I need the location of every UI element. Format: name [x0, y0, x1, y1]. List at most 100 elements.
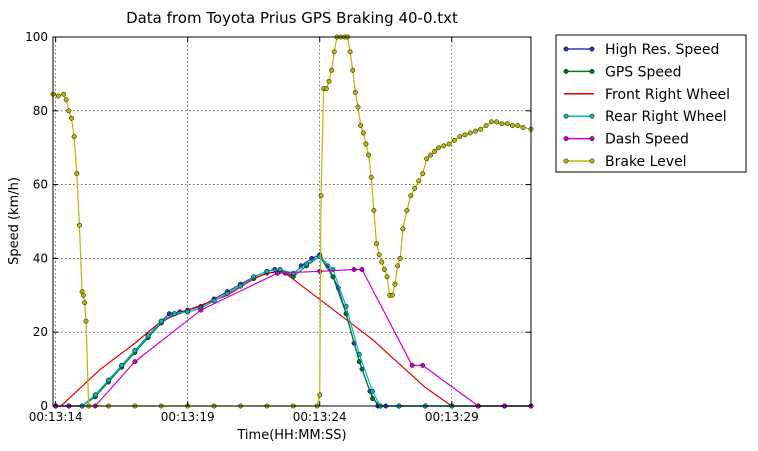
data-point-rear-right-wheel — [224, 291, 230, 296]
data-point-brake-level — [478, 126, 484, 132]
data-point-rear-right-wheel — [264, 268, 270, 274]
data-point-brake-level — [467, 130, 473, 136]
data-point-rear-right-wheel — [92, 392, 98, 398]
data-point-brake-level — [381, 267, 387, 272]
legend-swatch-marker — [563, 68, 569, 74]
data-point-brake-level — [446, 141, 452, 147]
legend-swatch-marker — [589, 68, 595, 74]
x-tick-label: 00:13:24 — [293, 410, 347, 424]
data-point-rear-right-wheel — [172, 311, 177, 317]
data-point-brake-level — [69, 115, 74, 121]
plot-border — [52, 36, 532, 407]
data-point-brake-level — [55, 93, 61, 99]
data-point-brake-level — [371, 207, 377, 213]
data-point-brake-level — [424, 156, 430, 162]
data-point-brake-level — [494, 119, 500, 125]
data-point-brake-level — [436, 145, 442, 151]
data-point-brake-level — [82, 300, 88, 306]
data-point-brake-level — [483, 123, 489, 129]
data-point-brake-level — [355, 104, 361, 110]
data-point-brake-level — [366, 152, 372, 158]
data-point-brake-level — [318, 193, 324, 199]
y-tick-label: 0 — [40, 399, 48, 413]
data-point-rear-right-wheel — [145, 333, 151, 339]
data-point-brake-level — [510, 123, 515, 129]
data-point-gps-speed — [370, 396, 375, 402]
data-point-dash-speed — [420, 362, 426, 368]
data-point-brake-level — [416, 178, 422, 184]
legend-label: Front Right Wheel — [605, 87, 730, 103]
legend-swatch-marker — [589, 136, 595, 142]
data-point-rear-right-wheel — [158, 318, 164, 324]
data-point-brake-level — [392, 281, 398, 287]
legend-label: GPS Speed — [605, 64, 682, 80]
data-point-rear-right-wheel — [356, 351, 362, 357]
data-point-rear-right-wheel — [290, 270, 296, 276]
y-tick-label: 80 — [33, 104, 48, 118]
y-tick-label: 20 — [33, 325, 48, 339]
data-point-brake-level — [80, 292, 86, 298]
legend-label: Brake Level — [605, 154, 687, 170]
data-point-brake-level — [473, 128, 478, 134]
data-point-rear-right-wheel — [343, 303, 349, 309]
x-tick-label: 00:13:14 — [29, 410, 83, 424]
legend: High Res. Speed GPS Speed Front Right Whee… — [555, 34, 747, 173]
data-point-brake-level — [384, 274, 390, 280]
data-point-brake-level — [360, 130, 366, 136]
data-point-dash-speed — [132, 359, 138, 365]
data-point-brake-level — [432, 148, 438, 154]
data-point-rear-right-wheel — [132, 348, 138, 354]
data-point-brake-level — [83, 318, 89, 324]
data-point-brake-level — [395, 263, 401, 269]
legend-label: High Res. Speed — [605, 42, 719, 58]
series-line-dash-speed — [55, 268, 531, 407]
data-point-dash-speed — [198, 307, 204, 313]
legend-box — [555, 34, 747, 173]
y-tick-label: 40 — [33, 251, 48, 265]
data-point-brake-level — [504, 121, 510, 127]
data-point-rear-right-wheel — [304, 261, 309, 267]
data-point-dash-speed — [359, 267, 365, 272]
data-point-dash-speed — [275, 270, 280, 276]
legend-swatch-marker — [589, 158, 595, 164]
legend-swatch-marker — [563, 158, 569, 164]
legend-swatch-marker — [563, 113, 569, 119]
legend-label: Dash Speed — [605, 132, 689, 148]
data-point-brake-level — [389, 292, 395, 298]
y-axis-label: Speed (km/h) — [7, 177, 22, 265]
data-point-brake-level — [428, 152, 434, 158]
data-point-brake-level — [441, 143, 447, 149]
data-point-dash-speed — [317, 268, 323, 274]
data-point-brake-level — [76, 222, 82, 228]
y-tick-label: 60 — [33, 178, 48, 192]
legend-entry-dash-speed: Dash Speed — [563, 132, 689, 148]
data-point-rear-right-wheel — [106, 377, 111, 383]
axis-layer: 00:13:14 00:13:19 00:13:24 00:13:29 0 20 40 60 8… — [25, 30, 531, 424]
x-tick-label: 00:13:29 — [425, 410, 479, 424]
legend-swatch-marker — [563, 136, 569, 142]
data-point-brake-level — [379, 259, 385, 265]
data-point-brake-level — [358, 123, 364, 129]
legend-swatch-marker — [589, 46, 595, 52]
legend-entry-gps-speed: GPS Speed — [563, 64, 682, 80]
data-point-brake-level — [71, 134, 77, 140]
data-point-brake-level — [329, 67, 335, 73]
chart-title: Data from Toyota Prius GPS Braking 40-0.… — [126, 9, 458, 27]
data-point-brake-level — [420, 171, 426, 176]
data-point-brake-level — [61, 91, 67, 97]
data-point-brake-level — [368, 174, 374, 180]
legend-label: Rear Right Wheel — [605, 109, 727, 125]
data-point-brake-level — [66, 108, 72, 114]
data-point-brake-level — [488, 119, 494, 125]
data-point-rear-right-wheel — [370, 388, 375, 394]
data-point-brake-level — [74, 171, 80, 176]
data-point-rear-right-wheel — [238, 283, 243, 289]
data-point-brake-level — [376, 252, 382, 258]
data-point-brake-level — [520, 124, 526, 130]
data-point-brake-level — [397, 255, 403, 261]
data-point-brake-level — [331, 49, 337, 55]
legend-entry-front-right-wheel: Front Right Wheel — [564, 87, 730, 103]
data-point-brake-level — [499, 121, 505, 127]
data-point-brake-level — [451, 137, 457, 143]
